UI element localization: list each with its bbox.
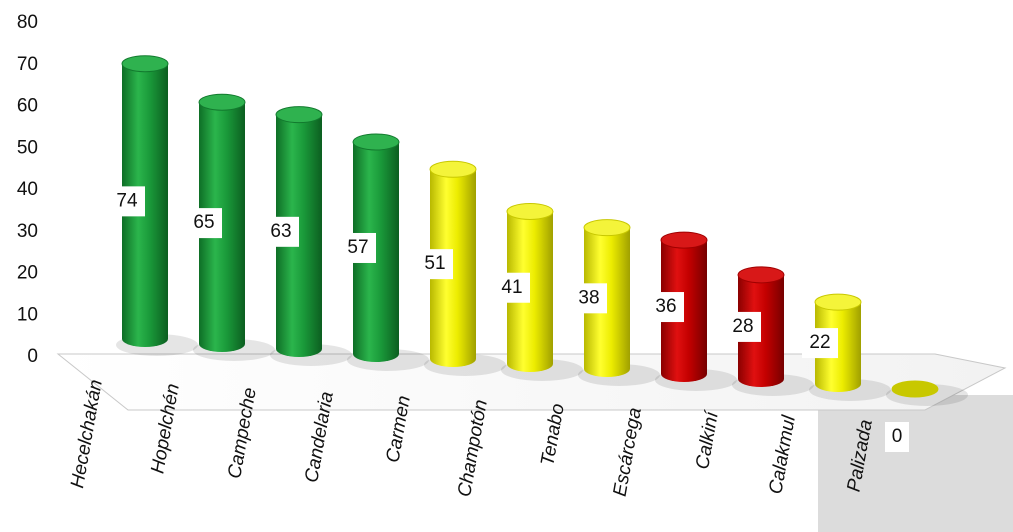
bar-top-calakmul <box>814 293 862 311</box>
data-label-text: 74 <box>116 190 138 211</box>
data-label-calakmul: 22 <box>802 328 838 359</box>
x-tick-label-hecelchakan: Hecelchakán <box>67 378 107 490</box>
data-labels: 74 65 63 57 51 41 38 36 28 22 0 <box>109 186 909 452</box>
x-tick-label-calkini: Calkiní <box>692 408 723 471</box>
chart-background-shade <box>818 395 1013 532</box>
y-tick-label: 20 <box>17 263 38 284</box>
data-label-candelaria: 57 <box>340 232 376 263</box>
bar-top-palizada <box>891 380 939 398</box>
x-tick-label-tenabo: Tenabo <box>537 402 569 467</box>
x-tick-label-escarcega: Escárcega <box>610 406 646 498</box>
bar-top-campeche <box>275 106 323 124</box>
bar-top-candelaria <box>352 133 400 151</box>
y-tick-label: 80 <box>17 12 38 33</box>
data-label-text: 57 <box>347 237 368 258</box>
x-tick-label-champoton: Champotón <box>454 398 492 498</box>
data-label-text: 41 <box>501 277 522 298</box>
bar-top-champoton <box>506 202 554 220</box>
bar-top-hecelchakan <box>121 55 169 73</box>
data-label-hopelchen: 65 <box>186 208 222 239</box>
y-axis-ticks: 80 70 60 50 40 30 20 10 0 <box>17 12 38 367</box>
y-tick-label: 60 <box>17 96 38 117</box>
data-label-text: 0 <box>892 426 903 447</box>
bars <box>116 55 968 406</box>
data-label-calkini: 28 <box>725 311 761 342</box>
data-label-palizada: 0 <box>885 422 909 452</box>
data-label-text: 28 <box>732 316 753 337</box>
x-tick-label-calakmul: Calakmul <box>765 413 800 495</box>
y-tick-label: 40 <box>17 179 38 200</box>
bar-top-escarcega <box>660 231 708 249</box>
data-label-text: 65 <box>193 212 214 233</box>
y-tick-label: 70 <box>17 54 38 75</box>
data-label-text: 38 <box>578 287 599 308</box>
bar-top-hopelchen <box>198 93 246 111</box>
y-tick-label: 10 <box>17 304 38 325</box>
data-label-campeche: 63 <box>263 216 299 247</box>
data-label-text: 36 <box>655 296 676 317</box>
y-tick-label: 0 <box>27 346 38 367</box>
y-tick-label: 50 <box>17 137 38 158</box>
bar-top-carmen <box>429 160 477 178</box>
data-label-tenabo: 38 <box>571 283 607 314</box>
data-label-text: 22 <box>809 332 830 353</box>
data-label-text: 63 <box>270 221 291 242</box>
data-label-escarcega: 36 <box>648 292 684 323</box>
bar-top-calkini <box>737 266 785 284</box>
data-label-text: 51 <box>424 253 445 274</box>
bar-top-tenabo <box>583 219 631 237</box>
data-label-carmen: 51 <box>417 249 453 280</box>
data-label-hecelchakan: 74 <box>109 186 145 217</box>
y-tick-label: 30 <box>17 221 38 242</box>
data-label-champoton: 41 <box>494 272 530 303</box>
